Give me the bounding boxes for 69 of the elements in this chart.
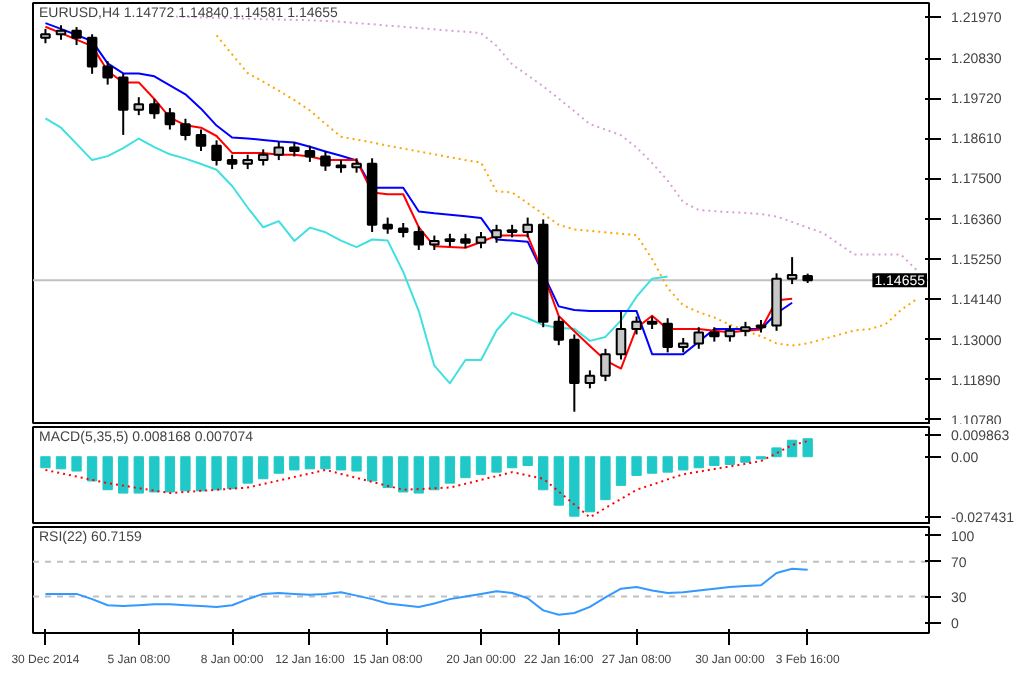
candlestick — [522, 216, 533, 239]
bar — [180, 456, 191, 492]
bar — [211, 456, 222, 491]
bar — [538, 456, 549, 491]
bar — [273, 456, 284, 474]
candlestick — [180, 117, 191, 142]
bar — [709, 456, 720, 467]
bar — [242, 456, 253, 484]
bar — [335, 456, 347, 471]
candlestick — [569, 333, 580, 413]
bar — [506, 456, 518, 469]
bar — [600, 456, 611, 501]
bar — [553, 456, 564, 506]
bar — [631, 456, 642, 476]
candlestick — [164, 106, 176, 131]
bar — [569, 456, 580, 517]
line-series — [44, 567, 809, 616]
candlestick — [211, 139, 222, 167]
bar — [304, 456, 316, 470]
bar — [491, 456, 502, 473]
bar — [118, 456, 129, 494]
candlestick — [662, 317, 673, 354]
candlestick — [86, 33, 98, 75]
bar — [86, 456, 98, 482]
bar — [615, 456, 627, 486]
bar — [289, 456, 300, 471]
bar — [149, 456, 160, 493]
bar — [366, 456, 378, 482]
bar — [475, 456, 487, 475]
bar — [71, 456, 82, 472]
bar — [522, 456, 533, 467]
candlestick — [149, 97, 160, 120]
bar — [429, 456, 440, 491]
bar — [133, 456, 144, 494]
bar — [460, 456, 471, 479]
bar — [226, 456, 238, 490]
bar — [444, 456, 456, 484]
bar — [584, 456, 596, 513]
bar — [164, 456, 176, 493]
bar — [646, 456, 658, 474]
line-series — [168, 15, 918, 272]
bar — [724, 456, 736, 465]
bar — [55, 456, 67, 470]
bar — [351, 456, 362, 472]
bar — [40, 456, 51, 469]
bar — [740, 456, 751, 463]
bar — [802, 438, 813, 458]
candlestick — [117, 72, 129, 136]
line-series — [44, 117, 669, 385]
bar — [102, 456, 113, 491]
bar — [195, 456, 207, 492]
bar — [398, 456, 409, 493]
candlestick — [600, 347, 611, 383]
candlestick — [320, 150, 331, 172]
candlestick — [413, 225, 425, 251]
bar — [693, 456, 704, 469]
bar — [258, 456, 269, 480]
candlestick — [693, 326, 705, 350]
candlestick — [102, 60, 113, 86]
candlestick — [615, 310, 627, 361]
bar — [678, 456, 689, 471]
bar — [413, 456, 424, 494]
candlestick — [553, 315, 565, 347]
bar — [382, 456, 393, 489]
line-series — [44, 440, 809, 519]
candlestick — [195, 128, 207, 153]
bar — [662, 456, 673, 473]
bar — [786, 439, 798, 458]
bar — [320, 456, 331, 470]
